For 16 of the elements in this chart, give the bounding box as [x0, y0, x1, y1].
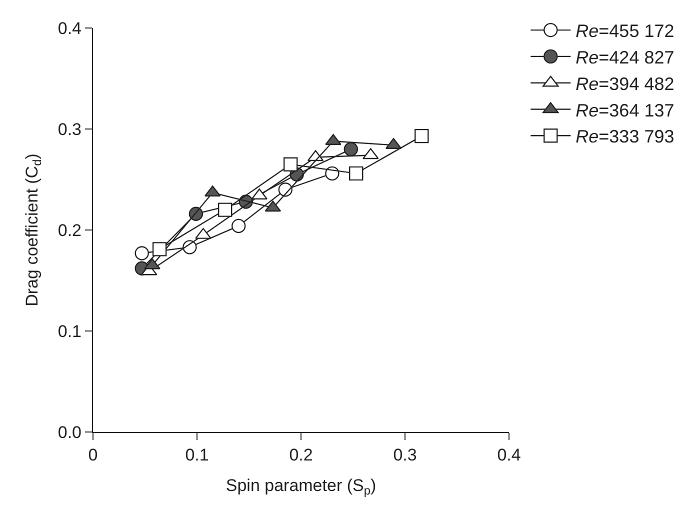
- y-tick-label: 0.1: [58, 322, 82, 341]
- y-tick-label: 0.0: [58, 422, 82, 442]
- x-axis-title: Spin parameter (S$_{p}$): [226, 476, 376, 498]
- y-tick-label: 0.3: [58, 120, 82, 139]
- x-tick-label: 0.2: [289, 446, 313, 464]
- legend-label: Re=333 793: [576, 126, 674, 147]
- legend-label: Re=364 137: [576, 100, 674, 120]
- legend-label: Re=424 827: [576, 47, 674, 68]
- legend-label: Re=455 172: [576, 21, 674, 42]
- y-tick-label: 0.2: [58, 220, 82, 240]
- legend-label: Re=394 482: [576, 74, 674, 94]
- x-tick-label: 0: [88, 446, 98, 464]
- x-tick-label: 0.3: [393, 446, 417, 464]
- x-tick-label: 0.4: [497, 446, 521, 464]
- x-tick-label: 0.1: [185, 446, 209, 464]
- y-tick-label: 0.4: [58, 18, 82, 38]
